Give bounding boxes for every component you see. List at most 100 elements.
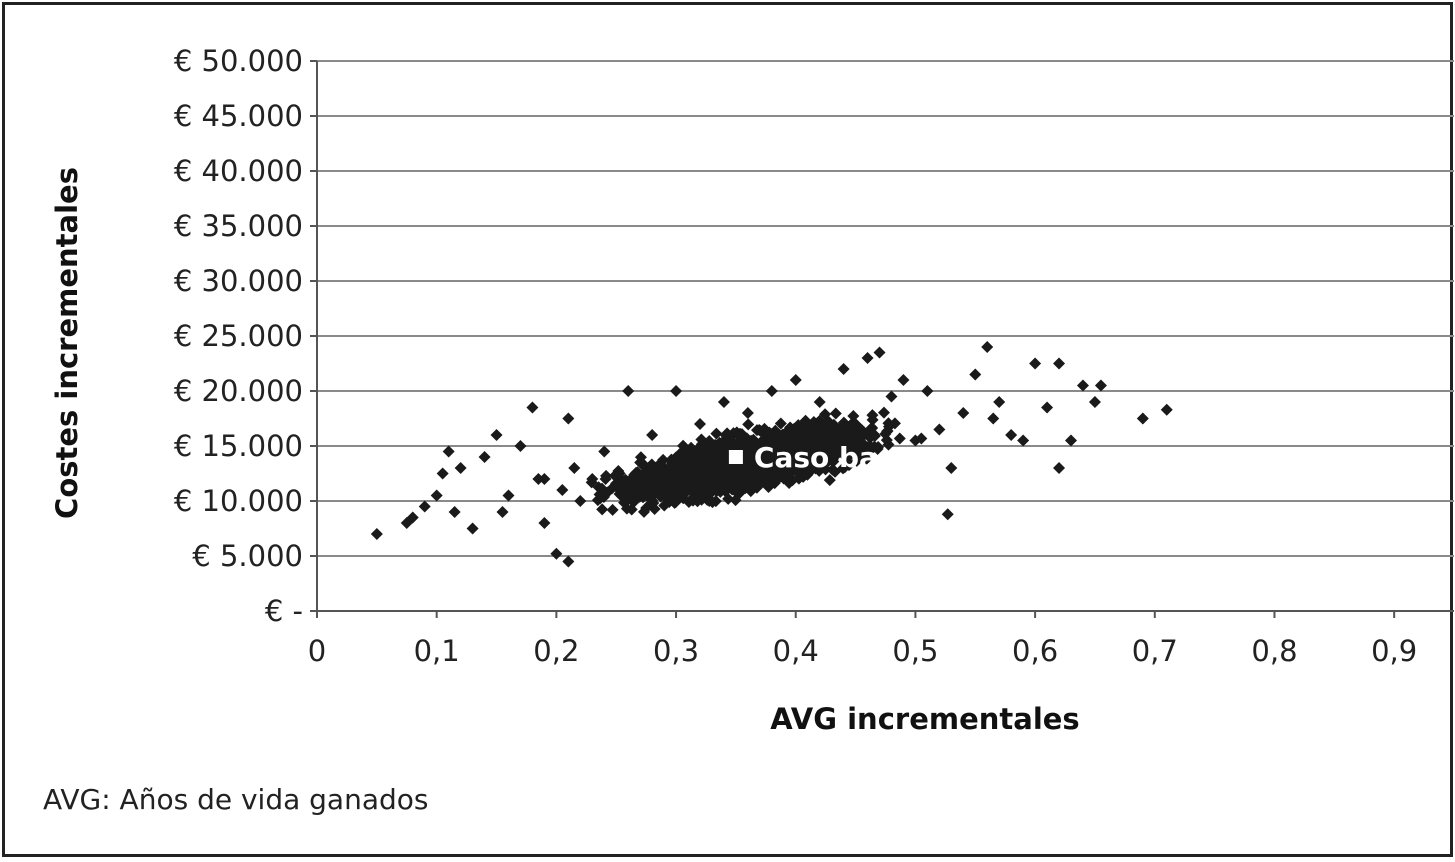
data-point xyxy=(987,412,1000,425)
cloud-point xyxy=(720,429,733,442)
base-case-label: Caso base xyxy=(754,441,914,474)
data-point xyxy=(538,473,551,485)
data-point xyxy=(753,456,766,469)
y-tick-label: € - xyxy=(265,594,303,628)
cloud-point xyxy=(790,438,803,451)
data-point xyxy=(550,547,563,560)
data-point xyxy=(586,473,599,485)
cloud-point xyxy=(703,494,716,507)
cloud-point xyxy=(628,488,641,501)
data-point xyxy=(610,478,623,491)
cloud-point xyxy=(877,406,890,419)
data-point xyxy=(969,368,982,381)
data-point xyxy=(562,412,575,425)
cloud-point xyxy=(600,469,613,482)
data-point xyxy=(897,374,910,386)
cloud-point xyxy=(850,431,863,444)
cloud-point xyxy=(695,471,708,484)
cloud-point xyxy=(832,429,845,442)
cloud-point xyxy=(690,455,703,468)
data-point xyxy=(1136,412,1149,425)
data-point xyxy=(777,434,790,447)
cloud-point xyxy=(786,424,799,437)
data-point xyxy=(418,500,431,513)
y-tick-label: € 30.000 xyxy=(174,264,303,298)
base-case-marker xyxy=(728,450,743,464)
data-point xyxy=(514,440,527,452)
scatter-chart: 0 0,1 0,2 0,3 0,4 0,5 0,6 0,7 0,8 0,9 € -€ 5.000€… xyxy=(50,44,1454,736)
cloud-point xyxy=(726,472,739,485)
data-point xyxy=(1017,434,1030,447)
data-point xyxy=(1053,357,1066,370)
x-axis-title: AVG incrementales xyxy=(770,702,1079,736)
cloud-point xyxy=(687,494,700,507)
data-point xyxy=(945,462,958,474)
data-point xyxy=(574,495,587,507)
data-point xyxy=(825,445,838,458)
cloud-point xyxy=(717,480,730,493)
y-axis-title: Costes incrementales xyxy=(50,167,84,519)
gridlines xyxy=(317,60,1454,557)
data-point xyxy=(1005,429,1018,441)
data-point xyxy=(1088,396,1101,408)
data-point xyxy=(1160,403,1173,416)
cloud-point xyxy=(780,446,793,459)
cloud-point xyxy=(819,463,832,476)
data-point xyxy=(717,396,730,408)
y-tick-label: € 10.000 xyxy=(174,484,303,518)
data-point xyxy=(801,429,814,441)
data-point xyxy=(568,462,581,474)
cloud-point xyxy=(710,427,723,440)
cloud-point xyxy=(606,503,619,516)
cloud-point xyxy=(752,444,765,457)
data-point xyxy=(873,346,886,359)
data-point xyxy=(442,445,455,458)
cloud-point xyxy=(823,474,836,487)
data-point xyxy=(496,506,509,518)
cloud-point xyxy=(797,454,810,467)
data-point xyxy=(885,390,898,403)
data-point xyxy=(741,407,754,419)
cloud-point xyxy=(826,463,839,476)
cloud-point xyxy=(661,493,674,506)
data-point xyxy=(538,517,551,529)
data-point xyxy=(1076,379,1089,392)
cloud-point xyxy=(657,453,670,466)
cloud-point xyxy=(704,453,717,466)
footnote: AVG: Años de vida ganados xyxy=(43,783,429,816)
data-point xyxy=(921,385,934,397)
cloud-point xyxy=(797,470,810,483)
data-point xyxy=(436,467,449,480)
cloud-point xyxy=(709,495,722,508)
y-tick-label: € 35.000 xyxy=(174,209,303,243)
cloud-point xyxy=(637,505,650,518)
cloud-point xyxy=(596,503,609,516)
y-tick-label: € 45.000 xyxy=(174,99,303,133)
cloud-point xyxy=(880,434,893,447)
data-point xyxy=(430,489,443,502)
data-point xyxy=(646,429,659,441)
cloud-point xyxy=(742,418,755,431)
cloud-point xyxy=(739,469,752,482)
data-point xyxy=(909,434,922,447)
cloud-point xyxy=(799,414,812,427)
cloud-point xyxy=(893,432,906,445)
x-tick-labels: 0 0,1 0,2 0,3 0,4 0,5 0,6 0,7 0,8 0,9 xyxy=(308,634,1417,668)
cloud-point xyxy=(818,451,831,464)
cloud-point xyxy=(627,496,640,509)
data-point xyxy=(562,555,575,568)
cloud-point xyxy=(718,458,731,471)
cloud-point xyxy=(771,449,784,462)
data-point xyxy=(622,385,635,397)
data-point xyxy=(556,484,569,496)
cloud-point xyxy=(646,483,659,496)
x-tick-label: 0 xyxy=(308,634,326,668)
cloud-point xyxy=(881,425,894,438)
x-tick-label: 0,5 xyxy=(892,634,938,668)
data-point xyxy=(957,407,970,419)
data-point xyxy=(448,506,461,518)
y-tick-label: € 20.000 xyxy=(174,374,303,408)
data-point xyxy=(670,385,683,397)
cloud-point xyxy=(627,470,640,483)
